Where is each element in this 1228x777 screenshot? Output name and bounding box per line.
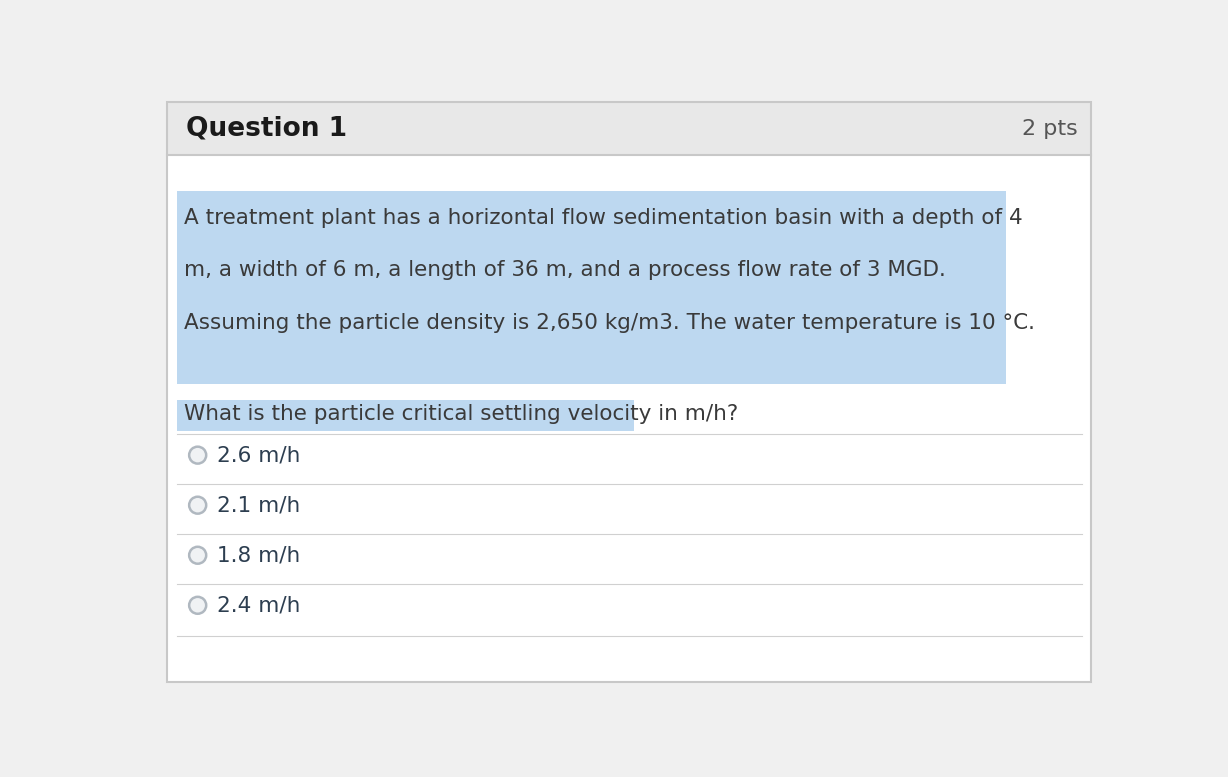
Text: 1.8 m/h: 1.8 m/h	[217, 545, 301, 565]
Bar	[167, 103, 1092, 155]
Circle shape	[189, 547, 206, 563]
Text: Question 1: Question 1	[187, 116, 348, 141]
Text: 2.1 m/h: 2.1 m/h	[217, 495, 301, 515]
Circle shape	[189, 497, 206, 514]
Text: m, a width of 6 m, a length of 36 m, and a process flow rate of 3 MGD.: m, a width of 6 m, a length of 36 m, and…	[184, 260, 947, 280]
Bar	[177, 400, 634, 431]
Text: 2.4 m/h: 2.4 m/h	[217, 595, 301, 615]
Text: 2 pts: 2 pts	[1022, 119, 1077, 138]
Text: A treatment plant has a horizontal flow sedimentation basin with a depth of 4: A treatment plant has a horizontal flow …	[184, 208, 1023, 228]
Text: Assuming the particle density is 2,650 kg/m3. The water temperature is 10 °C.: Assuming the particle density is 2,650 k…	[184, 312, 1035, 333]
Bar	[177, 191, 1006, 384]
Text: 2.6 m/h: 2.6 m/h	[217, 445, 301, 465]
Circle shape	[189, 597, 206, 614]
Circle shape	[189, 447, 206, 464]
Text: What is the particle critical settling velocity in m/h?: What is the particle critical settling v…	[184, 403, 739, 423]
